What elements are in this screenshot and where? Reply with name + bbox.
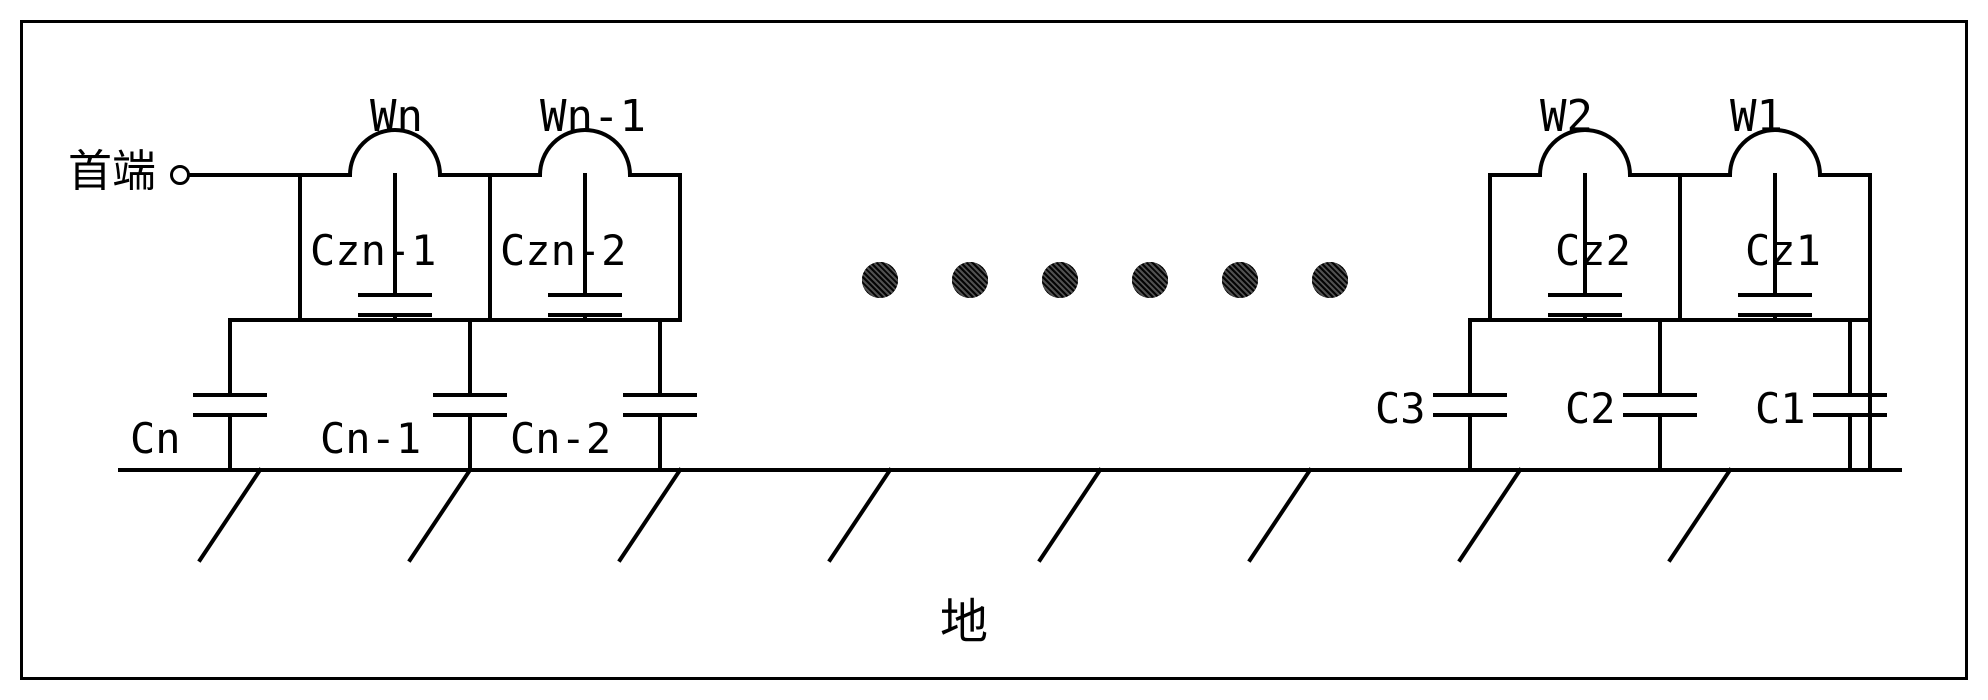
- label-Cn-2: Cn-2: [510, 418, 611, 460]
- label-Cz2: Cz2: [1555, 230, 1631, 272]
- label-C2: C2: [1565, 388, 1616, 430]
- ellipsis-dot: [1132, 262, 1168, 298]
- label-W1: W1: [1730, 95, 1783, 139]
- diagram-frame: [20, 20, 1968, 680]
- label-Czn-2: Czn-2: [500, 230, 626, 272]
- label-Wn: Wn: [370, 95, 423, 139]
- label-ground: 地: [940, 598, 988, 646]
- ellipsis-dot: [1222, 262, 1258, 298]
- ellipsis-dot: [1312, 262, 1348, 298]
- label-Cn-1: Cn-1: [320, 418, 421, 460]
- ellipsis-dot: [1042, 262, 1078, 298]
- label-C3: C3: [1375, 388, 1426, 430]
- label-Wn-1: Wn-1: [540, 95, 646, 139]
- label-Cn: Cn: [130, 418, 181, 460]
- label-Cz1: Cz1: [1745, 230, 1821, 272]
- ellipsis-dot: [952, 262, 988, 298]
- label-C1: C1: [1755, 388, 1806, 430]
- label-head-end: 首端: [68, 150, 156, 194]
- label-Czn-1: Czn-1: [310, 230, 436, 272]
- ellipsis-dot: [862, 262, 898, 298]
- label-W2: W2: [1540, 95, 1593, 139]
- head-terminal: [170, 165, 190, 185]
- circuit-diagram: { "canvas": { "width": 1988, "height": 7…: [0, 0, 1988, 700]
